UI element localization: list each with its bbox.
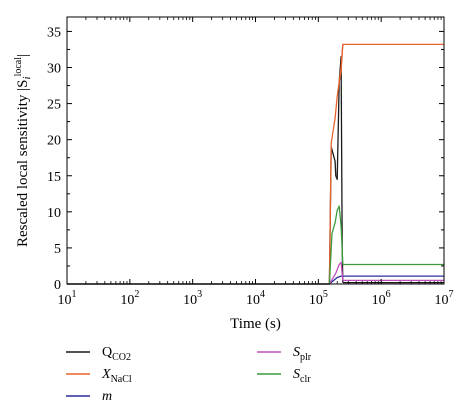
legend-label-m: m [102, 389, 112, 404]
y-tick-label: 10 [47, 206, 61, 221]
y-tick-label: 30 [47, 62, 61, 77]
legend-label-X_NaCl: XNaCl [101, 367, 132, 385]
y-axis-title-sup: local [13, 57, 24, 77]
y-tick-label: 20 [47, 134, 61, 149]
y-tick-label: 15 [47, 170, 61, 185]
series-line-X_NaCl-edge [338, 44, 344, 82]
series-line-Q_CO2 [67, 56, 444, 285]
series-line-X_NaCl [67, 43, 444, 285]
x-tick-label: 106 [372, 289, 391, 308]
y-tick-label: 0 [54, 278, 61, 293]
x-tick-label: 103 [183, 289, 202, 308]
x-tick-label: 104 [246, 289, 265, 308]
y-tick-label: 5 [54, 242, 61, 257]
x-tick-label: 105 [309, 289, 328, 308]
x-axis-title: Time (s) [230, 316, 281, 332]
x-tick-label: 102 [120, 289, 139, 308]
y-axis-title-suffix: | [15, 54, 31, 57]
legend-label-S_plr: Splr [293, 345, 312, 363]
y-axis: 0 5 10 15 20 25 30 35 [47, 25, 444, 293]
x-axis: 101 102 103 104 105 106 107 [58, 17, 454, 308]
legend-label-S_clr: Sclr [293, 367, 311, 385]
y-axis-title: Rescaled local sensitivity |Silocal| [13, 54, 33, 247]
plot-area [66, 16, 445, 285]
plot-frame [66, 16, 445, 285]
y-axis-title-sub: i [21, 76, 33, 79]
x-tick-label: 101 [58, 289, 77, 308]
legend: QCO2 XNaCl m Splr Sclr [66, 345, 312, 404]
y-tick-label: 25 [47, 98, 61, 113]
series-line-S_plr [67, 261, 444, 285]
y-axis-title-prefix: Rescaled local sensitivity |S [15, 79, 31, 247]
legend-label-Q_CO2: QCO2 [102, 345, 131, 363]
series-line-S_clr [67, 205, 444, 285]
y-tick-label: 35 [47, 25, 61, 40]
x-tick-label: 107 [435, 289, 454, 308]
